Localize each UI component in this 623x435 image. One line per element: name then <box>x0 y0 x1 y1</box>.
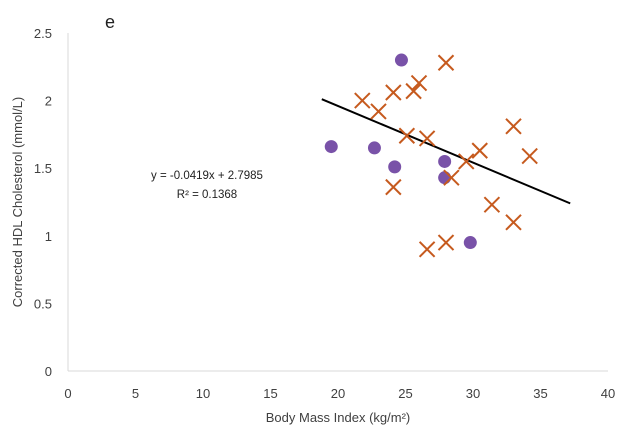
data-points <box>324 53 538 258</box>
circle-marker <box>367 141 381 155</box>
y-tick-label: 2.5 <box>34 26 52 41</box>
x-axis-title: Body Mass Index (kg/m²) <box>266 410 411 425</box>
x-tick-label: 0 <box>64 386 71 401</box>
x-tick-label: 35 <box>533 386 547 401</box>
x-marker <box>405 82 422 100</box>
x-marker <box>385 178 402 196</box>
x-tick-label: 40 <box>601 386 615 401</box>
x-tick-label: 25 <box>398 386 412 401</box>
x-marker <box>437 234 455 251</box>
trendline-equation: y = -0.0419x + 2.7985 <box>151 170 263 182</box>
y-axis-title: Corrected HDL Cholesterol (mmol/L) <box>10 97 25 307</box>
x-tick-label: 5 <box>132 386 139 401</box>
x-marker <box>471 142 488 159</box>
circle-marker <box>438 171 452 185</box>
x-marker <box>354 92 371 109</box>
circle-marker <box>438 154 452 168</box>
x-marker <box>505 118 522 135</box>
y-tick-label: 1 <box>45 229 52 244</box>
trendline-r-squared: R² = 0.1368 <box>177 189 237 201</box>
x-tick-label: 15 <box>263 386 277 401</box>
y-tick-label: 2 <box>45 94 52 109</box>
circle-marker <box>324 140 338 154</box>
panel-label: e <box>105 12 115 32</box>
x-marker <box>521 147 538 165</box>
x-marker <box>443 169 460 186</box>
x-marker <box>483 196 501 213</box>
x-tick-labels: 0 5 10 15 20 25 30 35 40 <box>64 386 615 401</box>
trendline-group <box>321 98 571 205</box>
x-marker <box>418 241 436 258</box>
x-marker <box>385 84 402 101</box>
x-marker <box>437 54 455 71</box>
x-marker <box>418 130 436 147</box>
x-tick-label: 10 <box>196 386 210 401</box>
y-tick-label: 0 <box>45 364 52 379</box>
x-marker <box>410 74 428 92</box>
circle-marker <box>394 53 408 67</box>
x-tick-label: 30 <box>466 386 480 401</box>
circle-marker <box>463 236 477 250</box>
y-tick-label: 1.5 <box>34 161 52 176</box>
x-tick-label: 20 <box>331 386 345 401</box>
x-marker <box>458 153 475 170</box>
x-marker <box>370 103 387 120</box>
y-tick-labels: 0 0.5 1 1.5 2 2.5 <box>34 26 52 379</box>
trendline <box>321 98 571 205</box>
x-marker <box>505 214 522 231</box>
x-marker <box>398 127 416 144</box>
circle-marker <box>388 160 402 174</box>
y-tick-label: 0.5 <box>34 296 52 311</box>
